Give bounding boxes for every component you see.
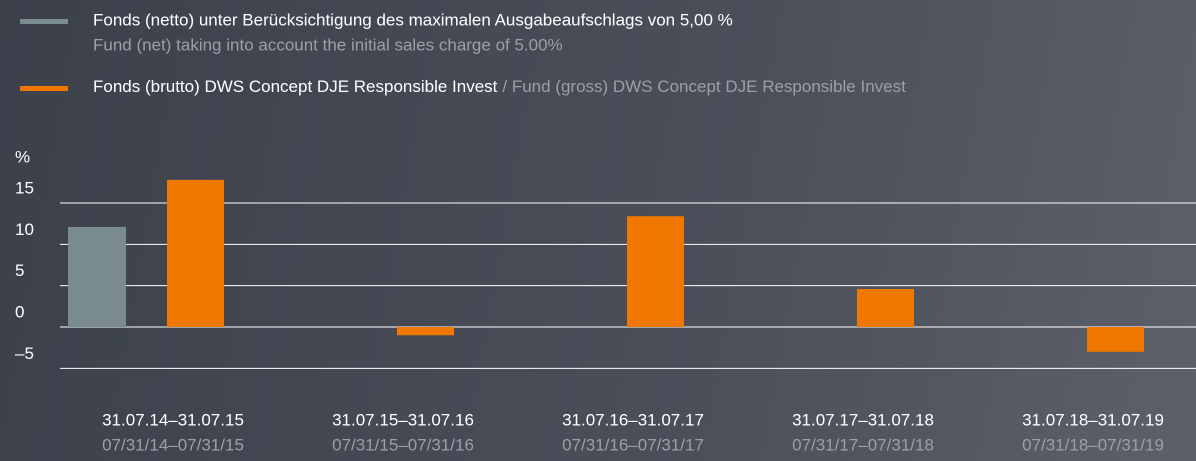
legend-label-en: / Fund (gross) DWS Concept DJE Responsib… (502, 77, 906, 96)
legend-label-en: Fund (net) taking into account the initi… (93, 35, 563, 54)
legend-swatch (20, 19, 68, 24)
bar (167, 179, 224, 327)
legend-swatch (20, 86, 68, 91)
x-tick-label-en: 07/31/16–07/31/17 (562, 435, 704, 454)
x-tick-label-en: 07/31/15–07/31/16 (332, 435, 474, 454)
x-tick-label-en: 07/31/17–07/31/18 (792, 435, 934, 454)
x-tick-label-en: 07/31/14–07/31/15 (102, 435, 244, 454)
legend-label: Fonds (netto) unter Berücksichtigung des… (93, 10, 733, 29)
x-tick-label: 31.07.17–31.07.18 (792, 410, 934, 429)
legend-label-text: Fonds (brutto) DWS Concept DJE Responsib… (93, 77, 498, 96)
bar (68, 226, 126, 327)
x-tick-label: 31.07.18–31.07.19 (1022, 410, 1164, 429)
legend-label: Fonds (brutto) DWS Concept DJE Responsib… (93, 77, 906, 96)
bar (627, 216, 684, 327)
y-unit-label: % (15, 147, 30, 166)
y-tick-label: –5 (15, 344, 34, 363)
y-tick-label: 10 (15, 220, 34, 239)
bar (857, 288, 914, 327)
x-tick-label-en: 07/31/18–07/31/19 (1022, 435, 1164, 454)
y-tick-label: 15 (15, 178, 34, 197)
y-tick-label: 5 (15, 261, 24, 280)
x-tick-label: 31.07.15–31.07.16 (332, 410, 474, 429)
x-tick-label: 31.07.14–31.07.15 (102, 410, 244, 429)
bar (397, 327, 454, 336)
x-tick-label: 31.07.16–31.07.17 (562, 410, 704, 429)
bar (1087, 327, 1144, 352)
y-tick-label: 0 (15, 302, 24, 321)
